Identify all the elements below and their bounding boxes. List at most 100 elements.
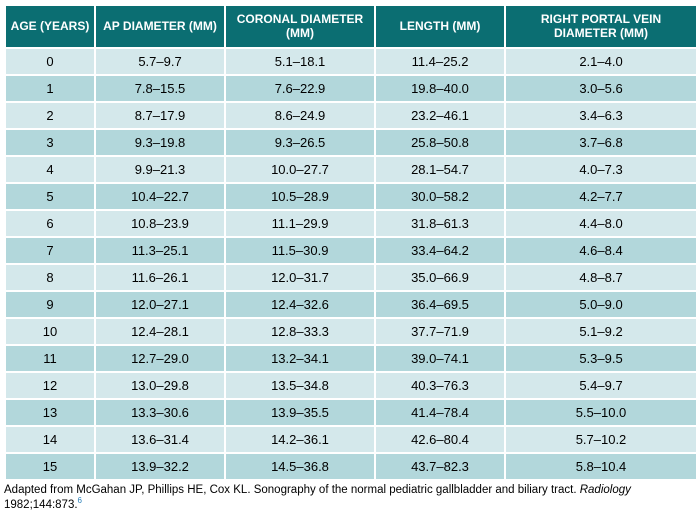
table-cell: 9.9–21.3 [95,156,225,183]
table-cell: 4.6–8.4 [505,237,697,264]
table-row: 39.3–19.89.3–26.525.8–50.83.7–6.8 [5,129,697,156]
table-cell: 7.8–15.5 [95,75,225,102]
citation-journal: Radiology [580,484,631,496]
table-cell: 13.9–35.5 [225,399,375,426]
table-cell: 7.6–22.9 [225,75,375,102]
table-row: 28.7–17.98.6–24.923.2–46.13.4–6.3 [5,102,697,129]
table-row: 49.9–21.310.0–27.728.1–54.74.0–7.3 [5,156,697,183]
table-cell: 12.4–28.1 [95,318,225,345]
table-cell: 39.0–74.1 [375,345,505,372]
table-cell: 36.4–69.5 [375,291,505,318]
table-cell: 8.6–24.9 [225,102,375,129]
table-cell: 25.8–50.8 [375,129,505,156]
table-cell: 3 [5,129,95,156]
table-cell: 5 [5,183,95,210]
table-cell: 13.9–32.2 [95,453,225,480]
table-cell: 10.8–23.9 [95,210,225,237]
table-cell: 8.7–17.9 [95,102,225,129]
table-cell: 35.0–66.9 [375,264,505,291]
table-cell: 40.3–76.3 [375,372,505,399]
table-cell: 8 [5,264,95,291]
citation: Adapted from McGahan JP, Phillips HE, Co… [4,484,696,511]
table-cell: 11.6–26.1 [95,264,225,291]
table-cell: 12.8–33.3 [225,318,375,345]
table-cell: 13.2–34.1 [225,345,375,372]
col-coronal: CORONAL DIAMETER (MM) [225,5,375,48]
table-cell: 4 [5,156,95,183]
table-cell: 5.7–10.2 [505,426,697,453]
table-cell: 11.1–29.9 [225,210,375,237]
table-cell: 3.7–6.8 [505,129,697,156]
table-row: 1413.6–31.414.2–36.142.6–80.45.7–10.2 [5,426,697,453]
table-cell: 13.6–31.4 [95,426,225,453]
table-cell: 10 [5,318,95,345]
table-cell: 43.7–82.3 [375,453,505,480]
table-cell: 2 [5,102,95,129]
table-row: 610.8–23.911.1–29.931.8–61.34.4–8.0 [5,210,697,237]
table-cell: 14 [5,426,95,453]
table-cell: 13.0–29.8 [95,372,225,399]
table-cell: 2.1–4.0 [505,48,697,75]
table-cell: 12.0–27.1 [95,291,225,318]
table-cell: 23.2–46.1 [375,102,505,129]
citation-text: Adapted from McGahan JP, Phillips HE, Co… [4,484,580,496]
col-portal: RIGHT PORTAL VEIN DIAMETER (MM) [505,5,697,48]
table-row: 811.6–26.112.0–31.735.0–66.94.8–8.7 [5,264,697,291]
table-row: 17.8–15.57.6–22.919.8–40.03.0–5.6 [5,75,697,102]
table-row: 510.4–22.710.5–28.930.0–58.24.2–7.7 [5,183,697,210]
table-cell: 11.3–25.1 [95,237,225,264]
col-age: AGE (YEARS) [5,5,95,48]
table-cell: 19.8–40.0 [375,75,505,102]
table-cell: 12 [5,372,95,399]
table-cell: 5.1–18.1 [225,48,375,75]
table-cell: 28.1–54.7 [375,156,505,183]
table-cell: 10.4–22.7 [95,183,225,210]
table-cell: 31.8–61.3 [375,210,505,237]
col-length: LENGTH (MM) [375,5,505,48]
table-cell: 3.0–5.6 [505,75,697,102]
table-cell: 15 [5,453,95,480]
table-row: 05.7–9.75.1–18.111.4–25.22.1–4.0 [5,48,697,75]
table-cell: 9.3–19.8 [95,129,225,156]
table-cell: 6 [5,210,95,237]
table-body: 05.7–9.75.1–18.111.4–25.22.1–4.017.8–15.… [5,48,697,480]
table-cell: 7 [5,237,95,264]
table-cell: 5.0–9.0 [505,291,697,318]
table-cell: 3.4–6.3 [505,102,697,129]
table-cell: 5.1–9.2 [505,318,697,345]
col-ap: AP DIAMETER (MM) [95,5,225,48]
table-cell: 1 [5,75,95,102]
table-row: 1012.4–28.112.8–33.337.7–71.95.1–9.2 [5,318,697,345]
measurements-table: AGE (YEARS) AP DIAMETER (MM) CORONAL DIA… [4,4,698,481]
table-cell: 5.3–9.5 [505,345,697,372]
table-cell: 33.4–64.2 [375,237,505,264]
table-cell: 11.4–25.2 [375,48,505,75]
table-cell: 5.5–10.0 [505,399,697,426]
table-cell: 4.4–8.0 [505,210,697,237]
table-cell: 5.4–9.7 [505,372,697,399]
table-cell: 42.6–80.4 [375,426,505,453]
table-cell: 12.4–32.6 [225,291,375,318]
table-cell: 5.7–9.7 [95,48,225,75]
citation-suffix: 1982;144:873. [4,499,78,511]
table-cell: 9.3–26.5 [225,129,375,156]
table-cell: 4.0–7.3 [505,156,697,183]
table-row: 711.3–25.111.5–30.933.4–64.24.6–8.4 [5,237,697,264]
table-cell: 11.5–30.9 [225,237,375,264]
table-row: 1112.7–29.013.2–34.139.0–74.15.3–9.5 [5,345,697,372]
table-row: 1213.0–29.813.5–34.840.3–76.35.4–9.7 [5,372,697,399]
table-cell: 4.8–8.7 [505,264,697,291]
table-cell: 0 [5,48,95,75]
table-cell: 30.0–58.2 [375,183,505,210]
table-cell: 11 [5,345,95,372]
table-cell: 13.3–30.6 [95,399,225,426]
table-cell: 4.2–7.7 [505,183,697,210]
table-cell: 13.5–34.8 [225,372,375,399]
table-cell: 10.0–27.7 [225,156,375,183]
table-cell: 12.7–29.0 [95,345,225,372]
table-header: AGE (YEARS) AP DIAMETER (MM) CORONAL DIA… [5,5,697,48]
table-row: 1313.3–30.613.9–35.541.4–78.45.5–10.0 [5,399,697,426]
table-cell: 14.5–36.8 [225,453,375,480]
table-cell: 13 [5,399,95,426]
table-cell: 37.7–71.9 [375,318,505,345]
